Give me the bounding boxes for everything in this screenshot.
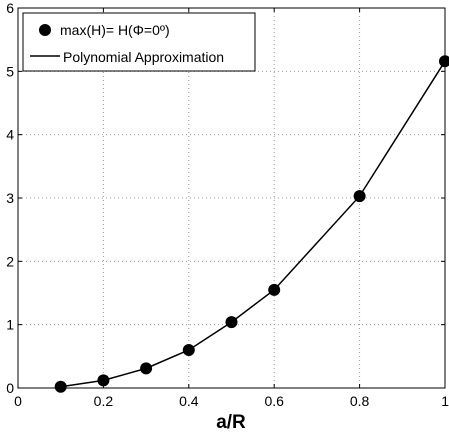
data-point-marker (439, 55, 449, 68)
data-point-marker (225, 316, 238, 329)
data-point-marker (182, 344, 195, 356)
x-tick-label: 1 (441, 393, 449, 409)
grid (18, 8, 445, 388)
legend-marker-symbol (39, 24, 51, 36)
y-tick-label: 0 (6, 380, 14, 396)
series-lines (60, 60, 446, 388)
y-tick-label: 4 (6, 127, 14, 143)
data-point-marker (268, 283, 281, 296)
legend-box (22, 12, 256, 72)
x-tick-label: 0.2 (94, 393, 114, 409)
series-line-polynomial-approximation (60, 60, 446, 388)
legend: max(H)= H(Φ=0º) Polynomial Approximation (22, 12, 256, 72)
legend-label-markers: max(H)= H(Φ=0º) (60, 22, 170, 38)
x-tick-label: 0.4 (179, 393, 199, 409)
legend-label-line: Polynomial Approximation (63, 49, 224, 65)
data-point-marker (140, 362, 153, 375)
tick-labels: 0 0.2 0.4 0.6 0.8 1 0 1 2 3 4 5 6 (6, 0, 449, 409)
y-tick-label: 3 (6, 190, 14, 206)
y-tick-label: 5 (6, 63, 14, 79)
x-tick-label: 0 (14, 393, 22, 409)
x-axis-label: a/R (216, 412, 246, 433)
data-point-marker (353, 190, 366, 203)
y-tick-label: 2 (6, 253, 14, 269)
x-tick-label: 0.6 (264, 393, 284, 409)
series-markers (54, 55, 449, 393)
y-tick-label: 6 (6, 0, 14, 16)
data-point-marker (97, 374, 110, 387)
x-tick-label: 0.8 (350, 393, 370, 409)
data-point-marker (54, 380, 67, 393)
y-tick-label: 1 (6, 317, 14, 333)
